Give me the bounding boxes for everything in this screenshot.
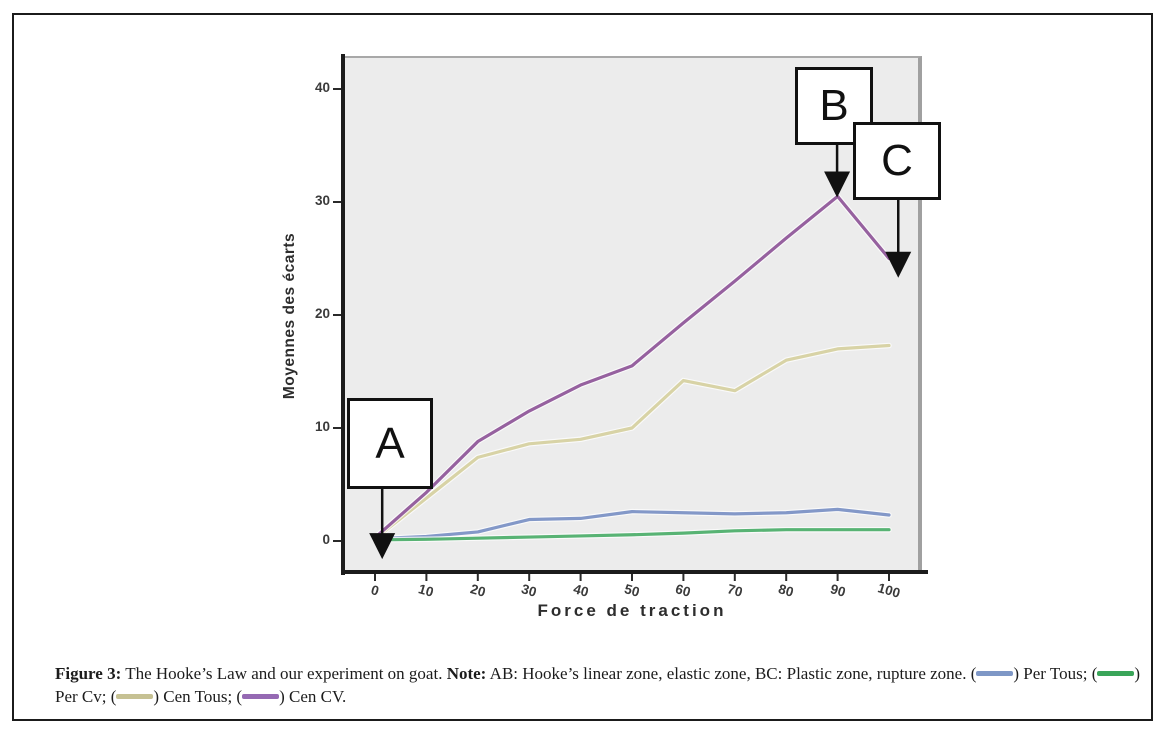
annotation-arrowhead-b	[824, 171, 851, 198]
x-axis-line	[341, 570, 928, 574]
caption-text: ) Per Tous; (	[1013, 664, 1098, 683]
legend-swatch	[976, 671, 1014, 676]
annotation-label-b: B	[819, 81, 849, 130]
series-line-per-cv	[373, 528, 891, 542]
annotation-box-c: C	[853, 122, 941, 200]
y-axis-title: Moyennes des écarts	[281, 232, 298, 400]
x-tick	[836, 574, 839, 581]
series-line-per-tous	[373, 507, 891, 541]
legend-swatch	[1097, 671, 1135, 676]
x-tick	[579, 574, 582, 581]
y-tick-label: 40	[314, 80, 330, 95]
y-tick-label: 20	[314, 306, 330, 321]
annotation-arrowhead-a	[369, 533, 396, 560]
x-tick	[888, 574, 890, 581]
caption-text: ) Cen Tous; (	[153, 687, 243, 706]
y-tick	[333, 88, 341, 90]
annotation-box-b: B	[795, 67, 873, 145]
x-tick	[733, 574, 736, 581]
caption-bold-text: Figure 3:	[55, 664, 122, 683]
annotation-label-a: A	[375, 418, 405, 468]
y-tick-label: 30	[314, 193, 330, 208]
x-tick	[785, 574, 788, 581]
annotation-box-a: A	[347, 398, 433, 489]
caption-bold-text: Note:	[446, 664, 487, 683]
x-tick	[425, 574, 428, 581]
series-line-cen-tous	[373, 343, 891, 541]
caption-text: The Hooke’s Law and our experiment on go…	[121, 664, 447, 683]
caption-text: ) Per Cv; (	[55, 664, 1141, 706]
series-line-cen-cv	[373, 194, 891, 540]
y-tick	[333, 427, 341, 429]
y-tick	[333, 201, 341, 203]
caption-text: ) Cen CV.	[279, 687, 347, 706]
y-tick	[333, 540, 341, 542]
x-tick	[631, 574, 633, 581]
x-tick	[476, 574, 479, 581]
y-tick	[333, 314, 341, 316]
legend-swatch	[116, 694, 154, 699]
y-axis-line	[341, 54, 345, 575]
legend-swatch	[242, 694, 280, 699]
y-tick-label: 10	[314, 419, 330, 434]
x-tick	[528, 574, 531, 581]
caption-text: AB: Hooke’s linear zone, elastic zone, B…	[486, 664, 977, 683]
x-tick	[374, 574, 376, 581]
annotation-arrowhead-c	[885, 251, 912, 278]
x-axis-title: Force de traction	[537, 601, 727, 620]
x-tick	[682, 574, 685, 581]
y-tick-label: 0	[322, 532, 330, 547]
annotation-label-c: C	[881, 136, 913, 185]
figure-caption: Figure 3: The Hooke’s Law and our experi…	[55, 662, 1143, 708]
